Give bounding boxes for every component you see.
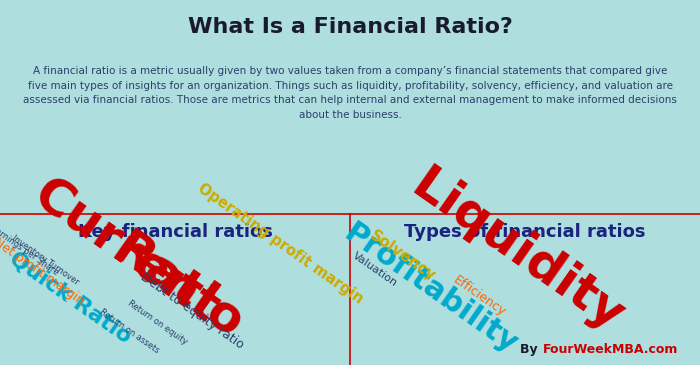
Text: Earnings per Share: Earnings per Share (0, 224, 60, 277)
Text: FourWeekMBA.com: FourWeekMBA.com (542, 343, 678, 356)
Text: Inventory Turnover: Inventory Turnover (10, 233, 80, 286)
Text: Quick Ratio: Quick Ratio (6, 249, 134, 348)
Text: Solvency: Solvency (367, 228, 438, 284)
Text: Key financial ratios: Key financial ratios (78, 223, 272, 241)
Text: Return on assets: Return on assets (98, 308, 161, 356)
Text: Valuation: Valuation (350, 250, 399, 289)
Text: Return on equity: Return on equity (126, 299, 189, 346)
Text: Current: Current (24, 170, 228, 333)
Text: A financial ratio is a metric usually given by two values taken from a company’s: A financial ratio is a metric usually gi… (23, 66, 677, 120)
Text: Operating profit margin: Operating profit margin (195, 181, 365, 307)
Text: Types of financial ratios: Types of financial ratios (405, 223, 645, 241)
Text: What Is a Financial Ratio?: What Is a Financial Ratio? (188, 18, 512, 37)
Text: Net profit margin: Net profit margin (0, 235, 86, 307)
Text: Liquidity: Liquidity (403, 161, 633, 342)
Text: Ratio: Ratio (104, 224, 253, 348)
Text: By: By (521, 343, 542, 356)
Text: Efficiency: Efficiency (451, 273, 508, 319)
Text: Debt to equity ratio: Debt to equity ratio (139, 270, 246, 351)
Text: Profitability: Profitability (338, 219, 523, 360)
